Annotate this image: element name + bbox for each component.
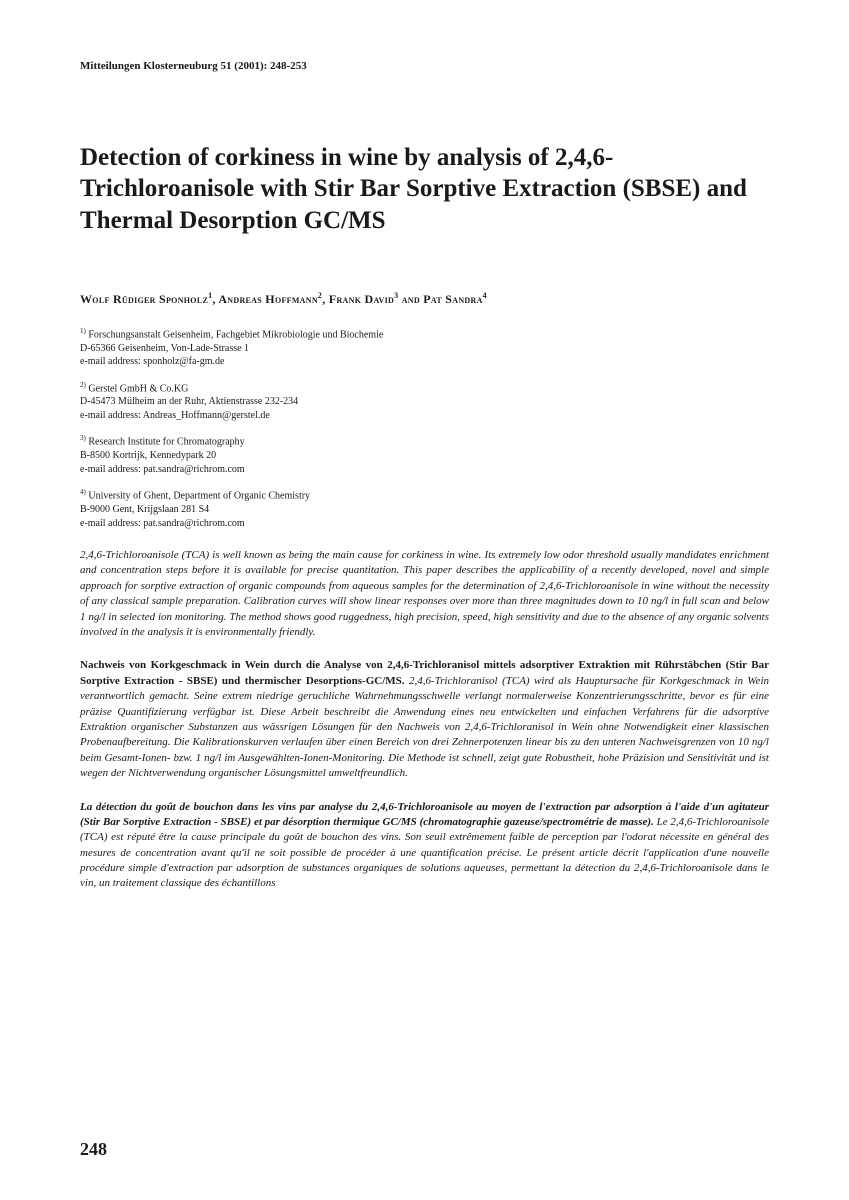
abstract-french: La détection du goût de bouchon dans les…	[80, 800, 769, 892]
affiliation: 1) Forschungsanstalt Geisenheim, Fachgeb…	[80, 327, 769, 369]
abstract-german: Nachweis von Korkgeschmack in Wein durch…	[80, 658, 769, 781]
abstract-english: 2,4,6-Trichloroanisole (TCA) is well kno…	[80, 548, 769, 640]
affiliations-block: 1) Forschungsanstalt Geisenheim, Fachgeb…	[80, 327, 769, 530]
paper-title: Detection of corkiness in wine by analys…	[80, 142, 769, 236]
journal-header: Mitteilungen Klosterneuburg 51 (2001): 2…	[80, 60, 769, 72]
authors-line: Wolf Rüdiger Sponholz1, Andreas Hoffmann…	[80, 291, 769, 307]
affiliation: 2) Gerstel GmbH & Co.KGD-45473 Mülheim a…	[80, 381, 769, 423]
affiliation: 4) University of Ghent, Department of Or…	[80, 488, 769, 530]
abstract-german-body: 2,4,6-Trichloranisol (TCA) wird als Haup…	[80, 675, 769, 779]
affiliation: 3) Research Institute for Chromatography…	[80, 434, 769, 476]
page-number: 248	[80, 1139, 107, 1160]
